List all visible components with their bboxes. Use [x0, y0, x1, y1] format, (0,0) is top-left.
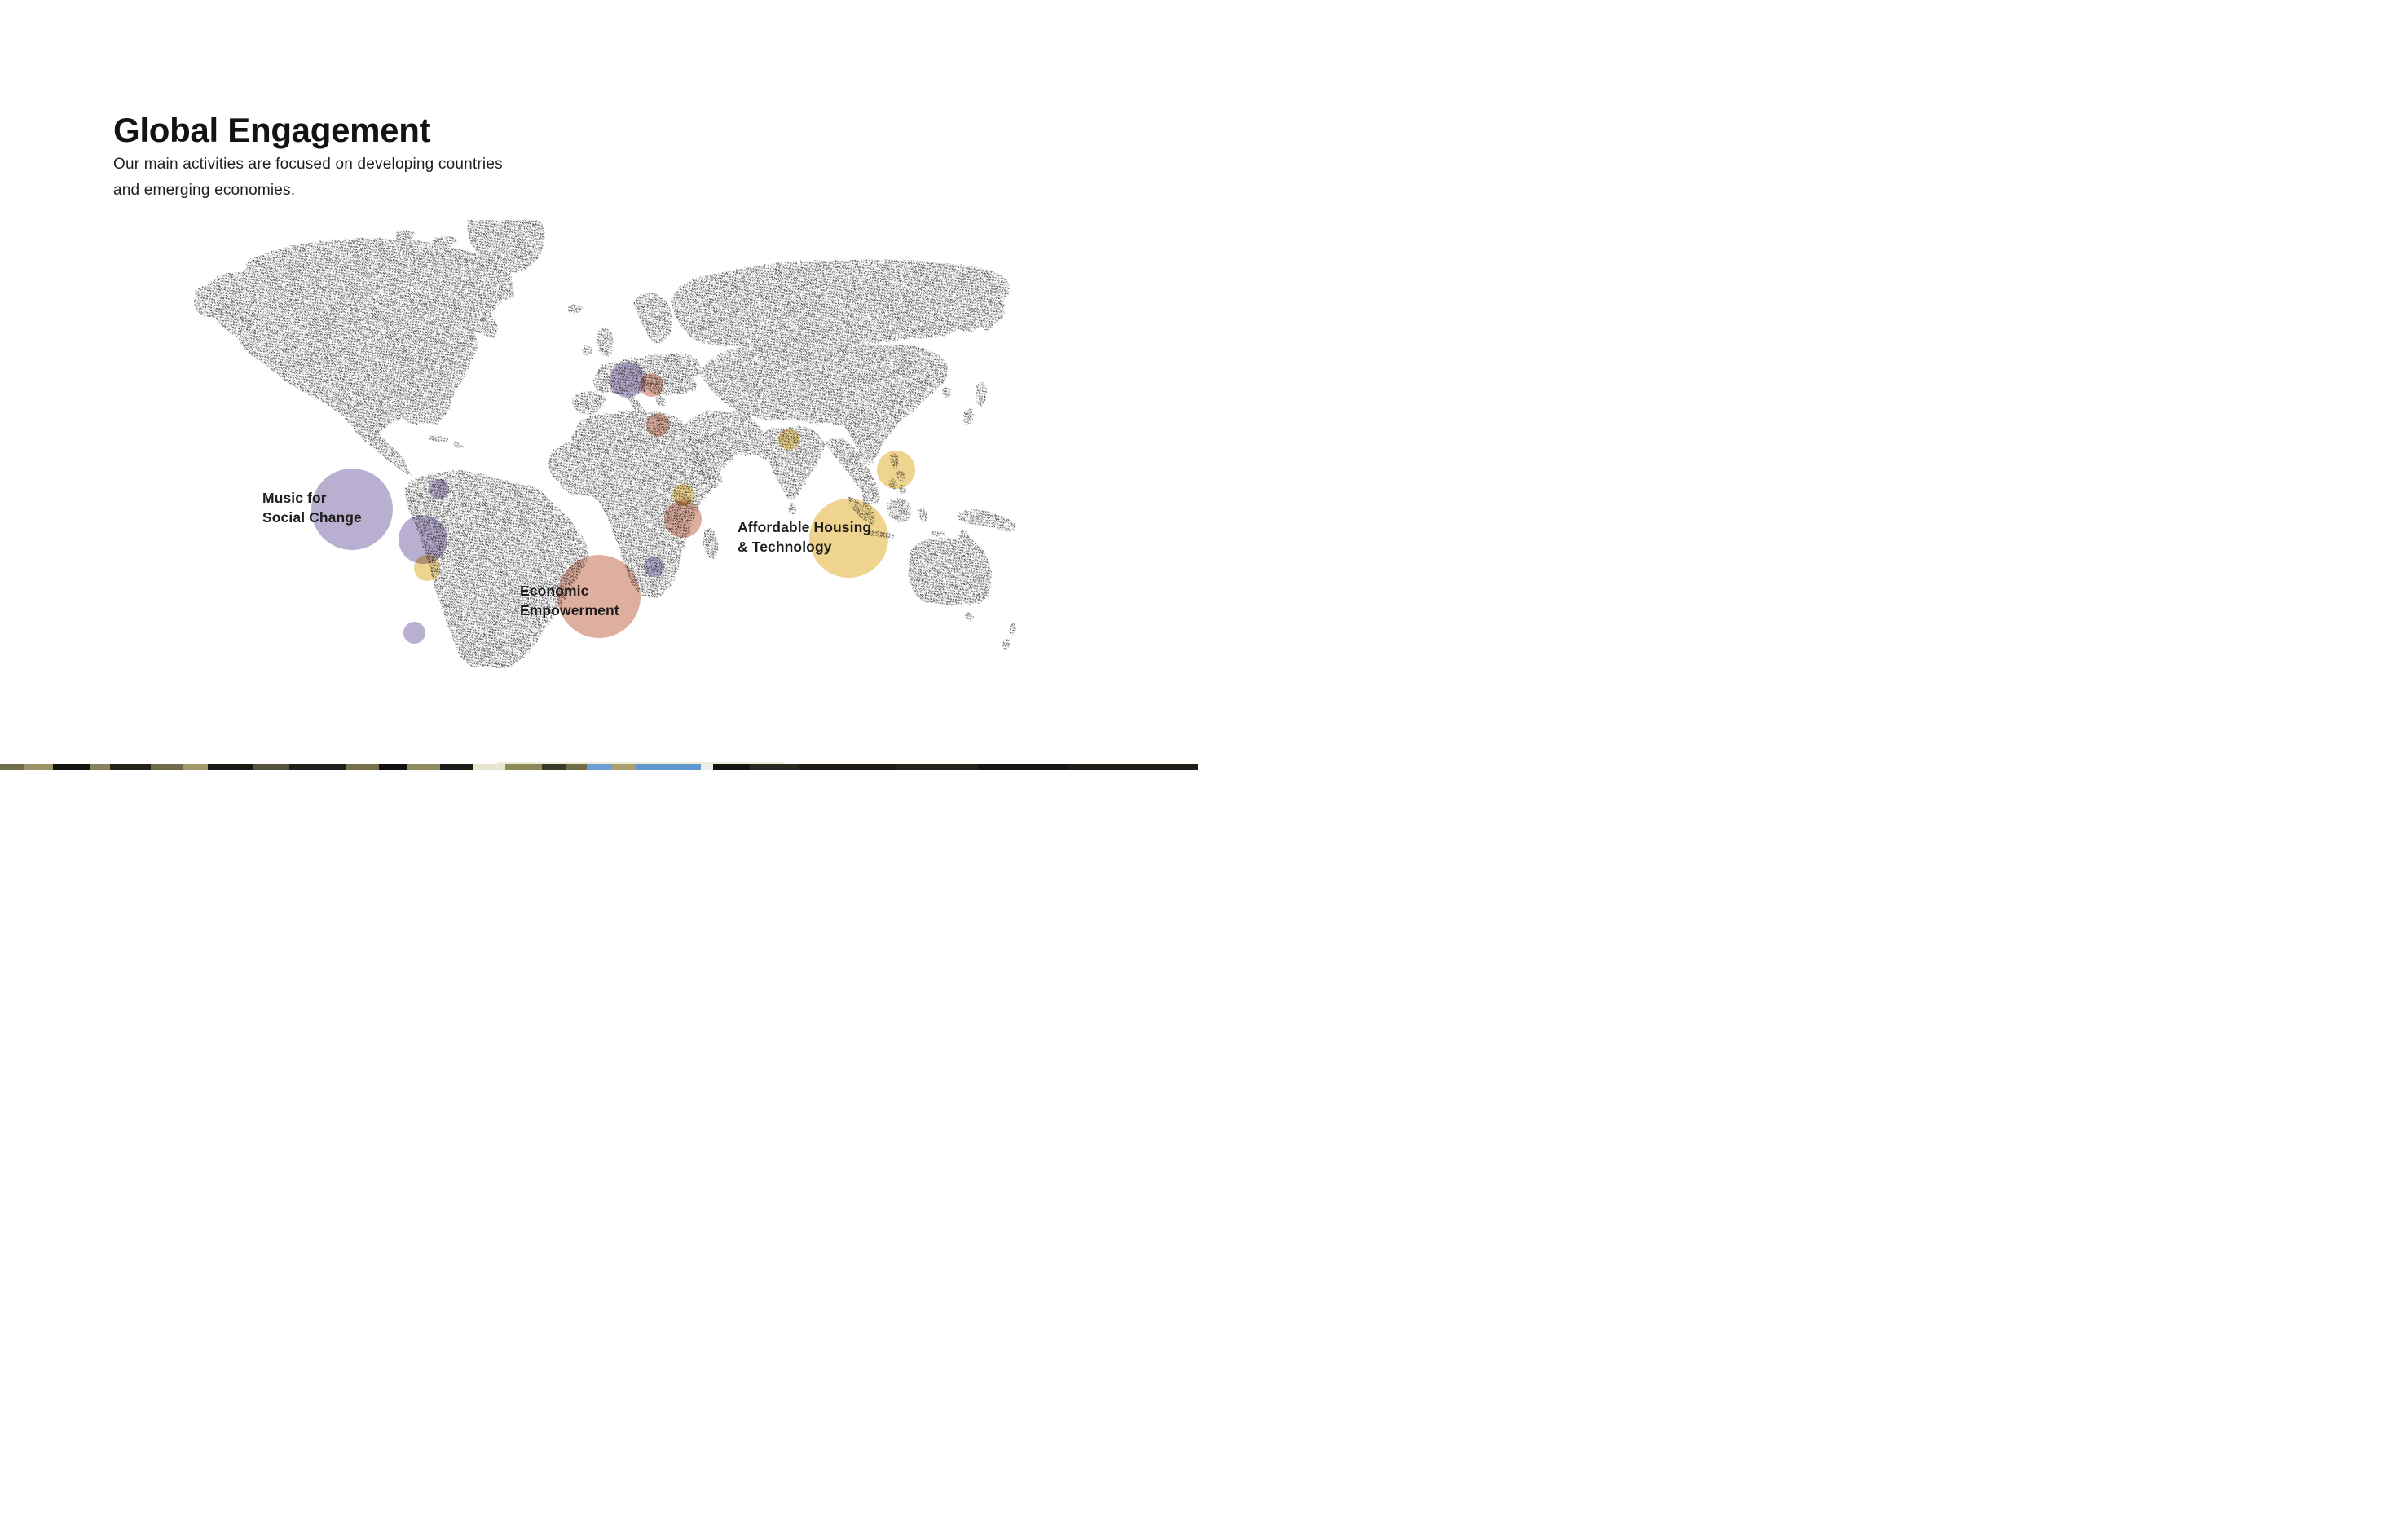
footer-strip-segment	[346, 764, 379, 770]
footer-strip-segment	[636, 764, 701, 770]
footer-strip-segment	[896, 764, 978, 770]
footer-strip-segment	[701, 764, 713, 770]
page-title: Global Engagement	[113, 111, 431, 150]
footer-strip-segment	[750, 764, 799, 770]
footer-strip-segment	[110, 764, 151, 770]
footer-strip-segment	[289, 764, 346, 770]
footer-strip-segment	[208, 764, 253, 770]
footer-strip-segment	[24, 764, 53, 770]
intro-line-2: and emerging economies.	[113, 182, 296, 199]
footer-strip-segment	[407, 764, 440, 770]
footer-strip-segment	[379, 764, 407, 770]
intro-line-1: Our main activities are focused on devel…	[113, 156, 503, 173]
footer-strip-segment	[566, 764, 587, 770]
footer-strip-segment	[587, 764, 611, 770]
world-map	[192, 220, 1023, 668]
global-engagement-section: Global Engagement Our main activities ar…	[0, 0, 1198, 770]
footer-strip-segment	[53, 764, 90, 770]
footer-strip-segment	[713, 764, 750, 770]
footer-strip-segment	[611, 764, 636, 770]
footer-strip-segment	[978, 764, 1068, 770]
footer-strip-segment	[90, 764, 110, 770]
footer-strip-segment	[151, 764, 183, 770]
world-map-svg	[194, 220, 1017, 668]
footer-strip-segment	[542, 764, 566, 770]
footer-strip-segment	[183, 764, 208, 770]
intro-text: Our main activities are focused on devel…	[113, 152, 503, 204]
footer-strip-segment	[0, 764, 24, 770]
footer-photo-highlight	[497, 762, 784, 764]
footer-strip-segment	[505, 764, 542, 770]
footer-strip-segment	[440, 764, 473, 770]
footer-strip-segment	[1068, 764, 1198, 770]
footer-strip-segment	[799, 764, 896, 770]
footer-strip-segment	[253, 764, 289, 770]
footer-strip-segment	[473, 764, 505, 770]
footer-photo-strip	[0, 764, 1198, 770]
